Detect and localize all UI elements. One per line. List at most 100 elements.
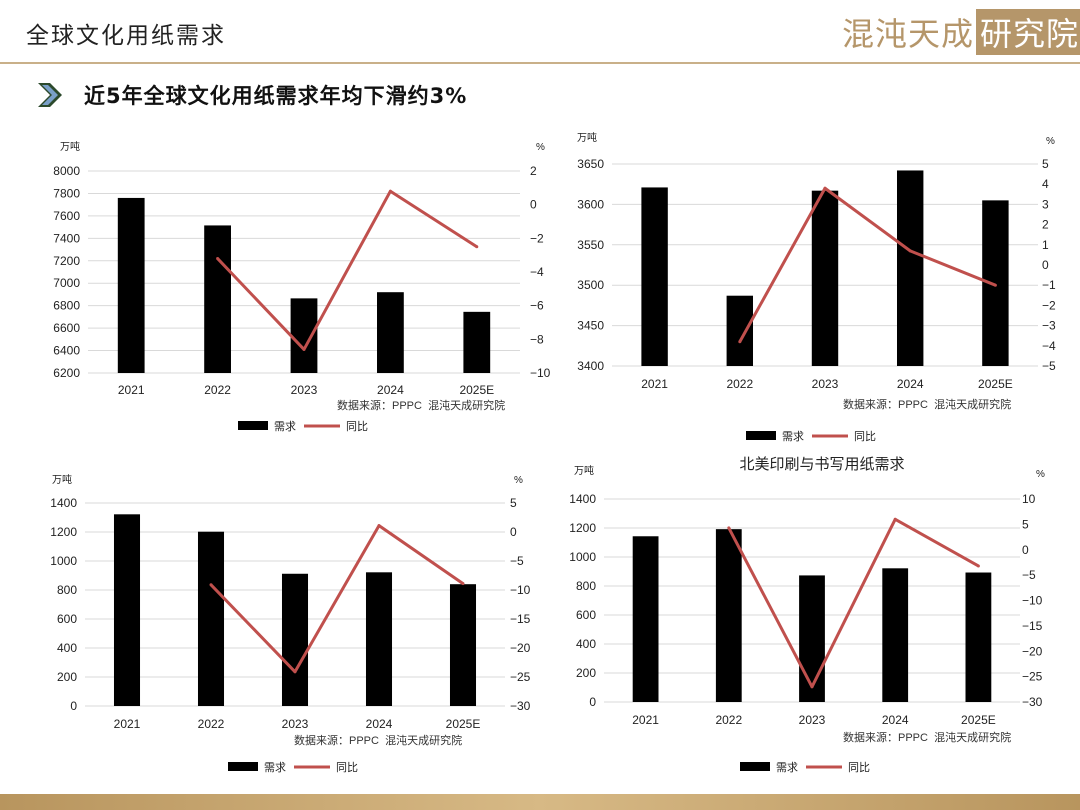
line-point (216, 257, 220, 261)
y-right-tick-label: −30 (1022, 695, 1043, 709)
legend-bar-label: 需求 (274, 420, 296, 433)
bar (197, 531, 225, 706)
y-left-tick-label: 3500 (577, 278, 604, 292)
line-point (727, 526, 731, 530)
bar (449, 584, 477, 706)
x-tick-label: 2021 (632, 713, 659, 727)
x-tick-label: 2023 (799, 713, 826, 727)
x-tick-label: 2022 (198, 717, 225, 731)
x-tick-label: 2023 (812, 377, 839, 391)
y-right-tick-label: 0 (510, 525, 517, 539)
y-right-tick-label: −10 (510, 583, 531, 597)
y-right-tick-label: −4 (530, 265, 544, 279)
x-tick-label: 2024 (882, 713, 909, 727)
source-note: 数据来源：PPPC 混沌天成研究院 (843, 730, 1011, 744)
y-left-axis-label: 万吨 (60, 140, 80, 153)
y-right-axis-label: % (514, 475, 523, 486)
page-title: 全球文化用纸需求 (26, 23, 226, 49)
x-tick-label: 2025E (978, 377, 1013, 391)
y-left-tick-label: 3400 (577, 359, 604, 373)
y-left-tick-label: 1200 (569, 521, 596, 535)
bar (365, 572, 393, 706)
line-point (893, 517, 897, 521)
legend-line-label: 同比 (854, 430, 876, 443)
legend-line-label: 同比 (336, 761, 358, 774)
y-right-tick-label: −1 (1042, 278, 1056, 292)
bar (965, 572, 992, 702)
line-point (475, 245, 479, 249)
y-right-tick-label: −5 (1042, 359, 1056, 373)
bar (726, 295, 754, 366)
y-left-tick-label: 1400 (569, 492, 596, 506)
y-right-tick-label: 1 (1042, 238, 1049, 252)
y-right-tick-label: −5 (510, 554, 524, 568)
y-right-tick-label: −30 (510, 699, 531, 713)
y-right-tick-label: −15 (1022, 619, 1043, 633)
x-tick-label: 2022 (726, 377, 753, 391)
line-point (810, 685, 814, 689)
chart-title: 北美印刷与书写用纸需求 (739, 455, 904, 473)
x-tick-label: 2025E (459, 383, 494, 397)
y-left-tick-label: 1400 (50, 496, 77, 510)
bar (377, 292, 404, 373)
y-right-tick-label: −15 (510, 612, 531, 626)
legend-bar-label: 需求 (782, 430, 804, 443)
bar (290, 298, 318, 373)
y-left-tick-label: 800 (576, 579, 596, 593)
source-note: 数据来源：PPPC 混沌天成研究院 (294, 733, 462, 747)
y-left-tick-label: 1200 (50, 525, 77, 539)
y-right-tick-label: 0 (1022, 543, 1029, 557)
logo-box-text: 研究院 (976, 9, 1080, 55)
chart-2: 3400 3450 3500 3550 3600 3650 −5 −4 −3 −2 −1 0 1 2 3 4 5… (577, 131, 1056, 443)
y-right-tick-label: −4 (1042, 339, 1056, 353)
legend-bar-swatch (740, 762, 770, 771)
y-left-tick-label: 600 (57, 612, 77, 626)
y-right-tick-label: 3 (1042, 197, 1049, 211)
y-left-tick-label: 6200 (53, 366, 80, 380)
y-right-tick-label: −2 (530, 231, 544, 245)
y-left-tick-label: 3450 (577, 319, 604, 333)
y-right-tick-label: 10 (1022, 492, 1036, 506)
header: 全球文化用纸需求 混沌天成 研究院 (0, 0, 1080, 64)
y-right-tick-label: −20 (510, 641, 531, 655)
y-left-tick-label: 7600 (53, 209, 80, 223)
y-right-tick-label: 0 (530, 198, 537, 212)
logo-text: 混沌天成 研究院 (842, 9, 1080, 55)
bar (113, 514, 141, 706)
bar (715, 529, 742, 702)
y-left-tick-label: 1000 (569, 550, 596, 564)
y-left-tick-label: 0 (70, 699, 77, 713)
bar (799, 575, 825, 702)
y-left-tick-label: 6800 (53, 299, 80, 313)
legend-line-label: 同比 (848, 761, 870, 774)
legend-line-label: 同比 (346, 420, 368, 433)
line-point (388, 189, 392, 193)
bar (896, 170, 924, 366)
bar (281, 573, 309, 706)
y-left-tick-label: 600 (576, 608, 596, 622)
y-right-tick-label: −5 (1022, 568, 1036, 582)
y-left-tick-label: 3550 (577, 238, 604, 252)
bar (463, 311, 491, 373)
y-right-tick-label: −25 (510, 670, 531, 684)
line-point (209, 583, 213, 587)
bar (641, 187, 668, 366)
logo: 混沌天成 研究院 (842, 9, 1080, 55)
series-line (738, 186, 996, 343)
legend-bar-swatch (746, 431, 776, 440)
chart-4: 0 200 400 600 800 1000 1200 1400 −30 −25 −20 −15 −10… (569, 455, 1045, 774)
y-right-tick-label: −2 (1042, 298, 1056, 312)
x-tick-label: 2023 (282, 717, 309, 731)
y-right-tick-label: 4 (1042, 177, 1049, 191)
x-tick-label: 2021 (118, 383, 145, 397)
y-left-tick-label: 8000 (53, 164, 80, 178)
x-tick-label: 2023 (291, 383, 318, 397)
y-right-tick-label: 2 (1042, 218, 1049, 232)
y-right-axis-label: % (536, 142, 545, 153)
line-point (976, 564, 980, 568)
chevron-right-icon (38, 83, 62, 107)
source-note: 数据来源：PPPC 混沌天成研究院 (337, 398, 505, 412)
x-tick-label: 2024 (897, 377, 924, 391)
chart-1: 6200 6400 6600 6800 7000 7200 7400 7600 7800 8000… (53, 140, 550, 433)
bar (882, 568, 909, 702)
